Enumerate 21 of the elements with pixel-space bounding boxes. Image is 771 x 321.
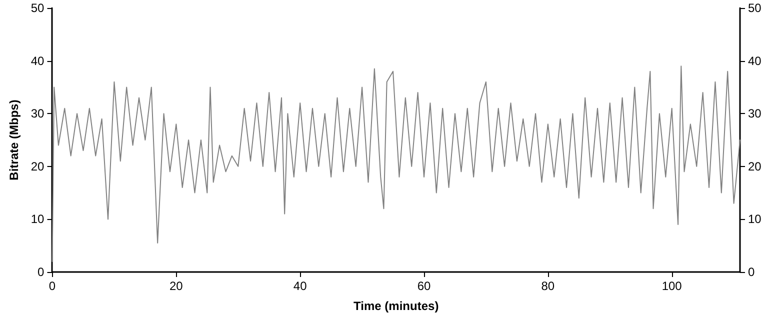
y2-tick-label: 50 [748,1,762,15]
y2-tick-label: 40 [748,54,762,68]
x-tick-label: 100 [662,279,682,293]
y2-tick-label: 30 [748,106,762,121]
y2-tick-label: 10 [748,212,762,226]
x-tick-label: 20 [169,279,184,293]
y-tick-label: 20 [30,159,45,174]
y2-tick-label: 0 [748,265,755,279]
x-tick-label: 0 [48,279,56,293]
y-tick-label: 0 [38,265,45,279]
x-tick-label: 40 [293,279,308,293]
y-tick-label: 30 [30,106,45,121]
x-tick-label: 60 [417,279,431,293]
x-axis-title: Time (minutes) [354,299,439,313]
y2-tick-label: 20 [748,159,762,174]
y-tick-label: 40 [30,54,45,68]
line-series [52,66,740,262]
y-tick-label: 10 [30,212,45,226]
y-tick-label: 50 [30,1,45,15]
x-tick-label: 80 [541,279,555,293]
y-axis-title: Bitrate (Mbps) [7,100,21,180]
